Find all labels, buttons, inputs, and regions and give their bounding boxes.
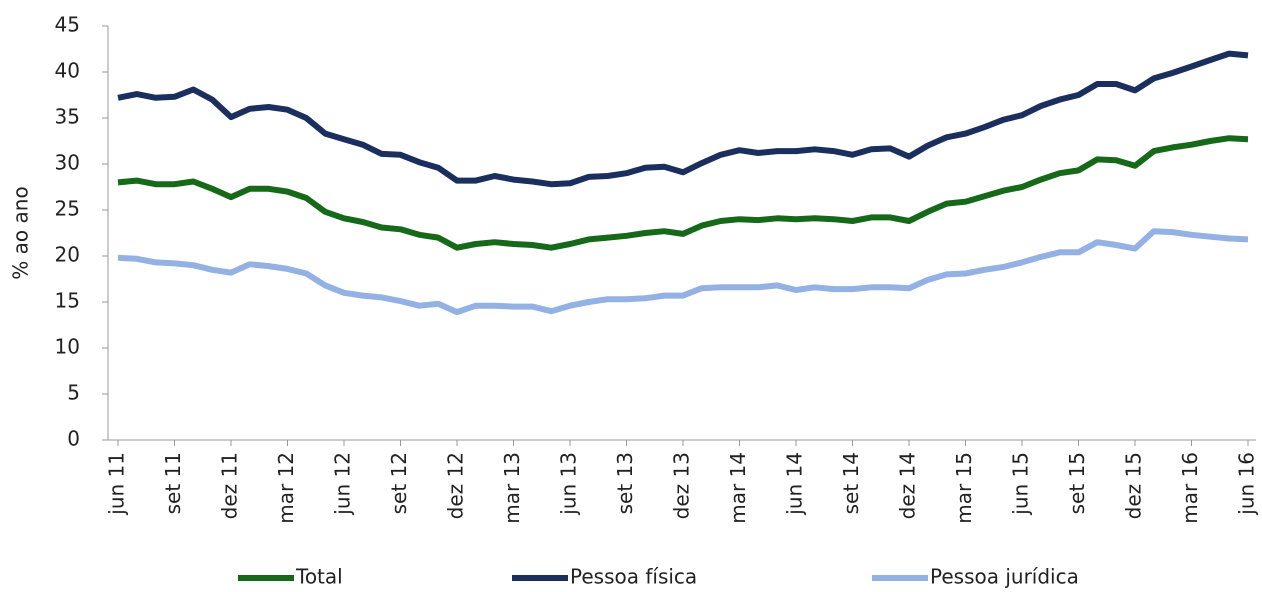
series-line [117, 228, 1249, 316]
x-tick-label: dez 13 [670, 452, 694, 519]
y-tick-label: 35 [55, 105, 80, 129]
y-tick-label: 20 [55, 243, 80, 267]
x-tick-label: jun 15 [1009, 452, 1033, 516]
y-tick-label: 5 [67, 381, 80, 405]
x-tick-label: set 13 [613, 452, 637, 514]
x-tick-label: dez 14 [896, 452, 920, 519]
y-tick-label: 40 [55, 59, 80, 83]
x-tick-label: jun 13 [557, 452, 581, 516]
x-tick-label: set 14 [839, 452, 863, 514]
y-tick-label: 15 [55, 289, 80, 313]
x-tick-label: set 15 [1065, 452, 1089, 514]
x-tick-label: mar 14 [726, 452, 750, 524]
legend-label: Pessoa jurídica [930, 565, 1079, 589]
legend-label: Pessoa física [570, 565, 697, 589]
x-tick-label: dez 15 [1122, 452, 1146, 519]
x-tick-label: mar 16 [1178, 452, 1202, 524]
series-line [117, 50, 1249, 188]
x-tick-label: jun 16 [1235, 452, 1259, 516]
legend-label: Total [295, 565, 343, 589]
x-tick-label: set 12 [387, 452, 411, 514]
y-tick-label: 10 [55, 335, 80, 359]
x-tick-label: jun 11 [105, 452, 129, 516]
y-tick-label: 30 [55, 151, 80, 175]
y-tick-label: 25 [55, 197, 80, 221]
y-tick-label: 45 [55, 13, 80, 37]
series-line [117, 135, 1249, 251]
x-tick-label: dez 12 [444, 452, 468, 519]
x-tick-label: set 11 [161, 452, 185, 514]
x-tick-label: mar 15 [952, 452, 976, 524]
x-tick-label: mar 13 [500, 452, 524, 524]
x-tick-label: mar 12 [274, 452, 298, 524]
x-tick-label: jun 14 [783, 452, 807, 516]
x-tick-label: dez 11 [218, 452, 242, 519]
y-axis-label: % ao ano [9, 186, 33, 279]
y-tick-label: 0 [67, 427, 80, 451]
x-tick-label: jun 12 [331, 452, 355, 516]
